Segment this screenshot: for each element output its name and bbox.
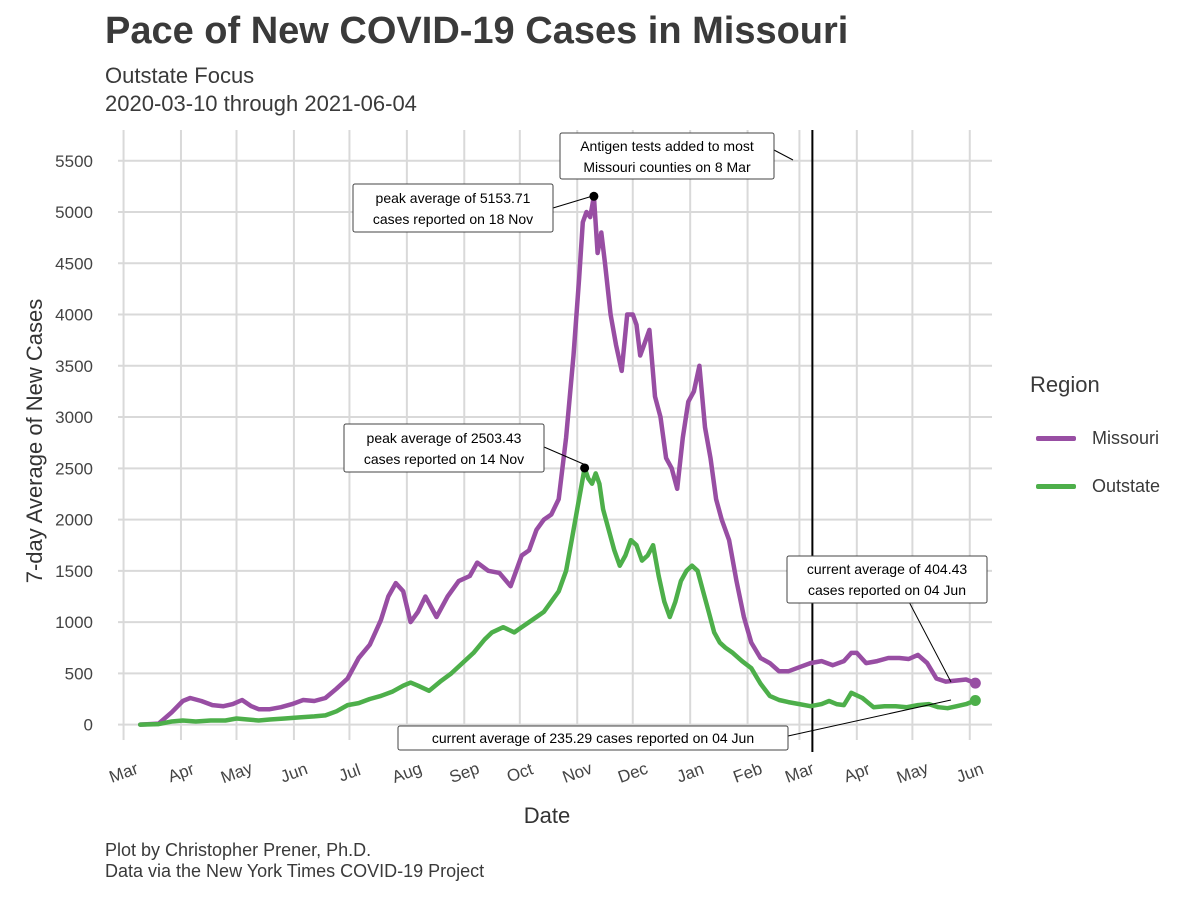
y-tick-labels: 0 500 1000 1500 2000 2500 3000 3500 4000 4500 5000… [55, 152, 93, 735]
x-tick-label: Apr [841, 759, 873, 786]
legend-title: Region [1030, 372, 1100, 397]
y-axis-label: 7-day Average of New Cases [22, 299, 47, 584]
x-tick-labels: Mar Apr May Jun Jul Aug Sep Oct Nov Dec Jan Feb Mar A… [107, 758, 986, 787]
out-peak-label-line1: peak average of 2503.43 [367, 430, 522, 446]
legend-label-missouri: Missouri [1092, 427, 1160, 448]
series-line-missouri [137, 194, 978, 727]
out-peak-leader [543, 446, 589, 467]
y-tick-label: 0 [84, 716, 93, 735]
series-layer [137, 194, 978, 727]
out-peak-label-line2: cases reported on 14 Nov [364, 451, 524, 467]
point-layer [580, 191, 981, 706]
mo-current-leader [906, 597, 952, 683]
y-tick-label: 5500 [55, 152, 93, 171]
x-tick-label: Jan [674, 759, 706, 786]
series-line-outstate [137, 465, 978, 727]
mo-current-label-line1: current average of 404.43 [807, 561, 968, 577]
x-tick-label: Nov [560, 759, 595, 787]
x-tick-label: Oct [504, 759, 536, 786]
chart-title: Pace of New COVID-19 Cases in Missouri [105, 10, 849, 52]
chart-subtitle-region: Outstate Focus [105, 63, 255, 88]
antigen-label-line2: Missouri counties on 8 Mar [583, 159, 751, 175]
x-tick-label: May [218, 758, 255, 787]
antigen-leader [773, 149, 794, 161]
caption-author: Plot by Christopher Prener, Ph.D. [105, 840, 372, 860]
x-tick-label: Mar [783, 759, 817, 787]
mo-peak-label-line1: peak average of 5153.71 [376, 190, 531, 206]
outstate-current-annotation: current average of 235.29 cases reported… [397, 725, 789, 751]
legend-swatch-outstate [1036, 483, 1076, 489]
missouri-current-annotation: current average of 404.43 cases reported… [786, 555, 988, 604]
caption-source: Data via the New York Times COVID-19 Pro… [105, 861, 485, 881]
x-tick-label: Jul [336, 760, 363, 785]
y-tick-label: 2000 [55, 511, 93, 530]
grid-layer [118, 130, 992, 740]
mo-peak-label-line2: cases reported on 18 Nov [373, 211, 533, 227]
y-tick-label: 4500 [55, 254, 93, 273]
x-tick-label: May [894, 758, 931, 787]
x-tick-label: Apr [165, 759, 197, 786]
antigen-annotation: Antigen tests added to most Missouri cou… [559, 132, 775, 180]
legend-label-outstate: Outstate [1092, 475, 1161, 496]
legend-item-outstate: Outstate [1036, 474, 1160, 498]
x-tick-label: Jun [278, 759, 310, 786]
y-tick-label: 500 [65, 664, 93, 683]
chart-subtitle-dates: 2020-03-10 through 2021-06-04 [105, 91, 417, 116]
x-tick-label: Feb [731, 759, 765, 787]
y-tick-label: 3500 [55, 357, 93, 376]
y-tick-label: 1000 [55, 613, 93, 632]
antigen-label-line1: Antigen tests added to most [580, 138, 754, 154]
legend-item-missouri: Missouri [1036, 426, 1159, 450]
x-tick-label: Sep [447, 759, 482, 787]
y-tick-label: 2500 [55, 459, 93, 478]
outstate-current-point [969, 694, 981, 706]
missouri-peak-annotation: peak average of 5153.71 cases reported o… [352, 183, 554, 233]
x-tick-label: Aug [390, 759, 425, 787]
out-current-label: current average of 235.29 cases reported… [432, 730, 754, 746]
missouri-current-point [969, 677, 981, 689]
y-tick-label: 4000 [55, 306, 93, 325]
annotation-leaders [543, 149, 952, 737]
mo-peak-leader [552, 194, 597, 209]
missouri-peak-point [589, 191, 599, 201]
y-tick-label: 3000 [55, 408, 93, 427]
y-tick-label: 1500 [55, 562, 93, 581]
x-tick-label: Jun [954, 759, 986, 786]
out-current-leader [787, 699, 952, 737]
outstate-peak-annotation: peak average of 2503.43 cases reported o… [343, 423, 545, 473]
mo-current-label-line2: cases reported on 04 Jun [808, 582, 966, 598]
y-tick-label: 5000 [55, 203, 93, 222]
legend-swatch-missouri [1036, 435, 1076, 441]
x-tick-label: Dec [615, 759, 650, 787]
x-tick-label: Mar [107, 759, 141, 787]
x-axis-label: Date [524, 803, 570, 828]
